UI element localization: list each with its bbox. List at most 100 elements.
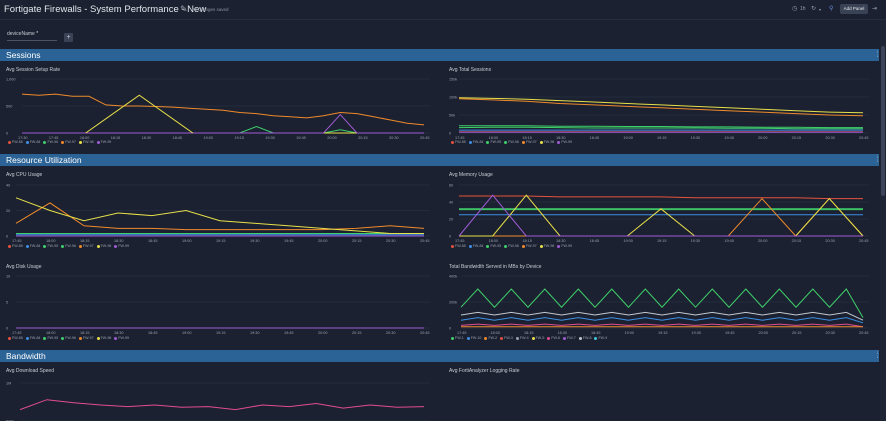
legend-item[interactable]: FW-4 [515,336,529,340]
legend-item[interactable]: FW-98 [539,140,554,144]
time-range-label[interactable]: 1h [800,6,806,12]
chart-legend: FW-85 FW-84 FW-95 FW-96 FW-97 FW-98 FW-99 [8,336,129,340]
legend-item[interactable]: FW-96 [504,140,519,144]
x-tick-label: 20:00 [758,239,768,243]
legend-item[interactable]: FW-5 [531,336,544,340]
y-tick-label: 500 [6,105,12,109]
legend-item[interactable]: FW-99 [557,244,572,248]
legend-item[interactable]: FW-98 [96,244,112,248]
x-tick-label: 19:45 [724,239,734,243]
legend-item[interactable]: FW-3 [500,336,513,340]
add-panel-button[interactable]: Add Panel [840,4,868,14]
legend-item[interactable]: FW-85 [451,244,466,248]
page-title: Fortigate Firewalls - System Performance… [4,4,207,15]
edit-icon[interactable]: ✎ [180,4,188,14]
legend-item[interactable]: FW-85 [8,244,23,248]
legend-item[interactable]: FW-95 [486,244,501,248]
legend-item[interactable]: FW-85 [451,140,466,144]
legend-label: FW-85 [12,336,23,340]
legend-label: FW-99 [561,244,573,248]
legend-item[interactable]: FW-98 [96,336,111,340]
legend-swatch [468,140,472,144]
legend-item[interactable]: FW-99 [114,336,129,340]
legend-item[interactable]: FW-97 [78,336,94,340]
legend-label: FW-95 [47,244,59,248]
legend-label: FW-95 [490,244,502,248]
cpu-usage-chart: 40 20 0 17:45 18:00 18:15 18:30 18:45 19:00 19:15… [6,184,430,243]
download-speed-chart: 1M 500k [6,382,430,421]
refresh-icon[interactable]: ↻ [811,6,817,12]
legend-swatch [43,140,47,144]
legend-swatch [521,244,525,248]
x-tick-label: 17:45 [455,136,465,140]
x-tick-label: 19:15 [234,136,244,140]
legend-item[interactable]: FW-85 [8,140,23,144]
legend-item[interactable]: FW-99 [114,244,129,248]
legend-item[interactable]: FW-84 [25,140,40,144]
filter-input[interactable] [7,40,57,41]
legend-item[interactable]: FW-84 [468,244,483,248]
legend-item[interactable]: FW-97 [521,140,537,144]
y-tick-label: 40 [6,184,10,188]
legend-label: FW-98 [100,244,112,248]
legend-label: FW-85 [455,140,466,144]
y-tick-label: 5 [6,301,8,305]
legend-item[interactable]: FW-6 [547,336,560,340]
legend-item[interactable]: FW-97 [61,140,76,144]
legend-item[interactable]: FW-95 [43,336,58,340]
legend-item[interactable]: FW-98 [78,140,94,144]
x-tick-label: 19:00 [182,239,192,243]
legend-item[interactable]: FW-96 [504,244,519,248]
legend-item[interactable]: FW-98 [539,244,555,248]
section-menu-icon[interactable]: ⁞ ⁞ [876,154,878,163]
legend-swatch [25,244,29,248]
x-tick-label: 19:00 [182,331,192,335]
legend-swatch [114,244,118,248]
filter-add-button[interactable]: + [64,33,73,42]
scrollbar-thumb[interactable] [881,46,885,196]
legend-item[interactable]: FW-10 [466,336,481,340]
exit-icon[interactable]: ⇥ [872,6,878,12]
legend-item[interactable]: FW-96 [61,244,76,248]
x-tick-label: 19:15 [216,331,226,335]
legend-item[interactable]: FW-99 [557,140,572,144]
legend-item[interactable]: FW-84 [468,140,483,144]
legend-item[interactable]: FW-84 [25,244,40,248]
clock-icon[interactable]: ◷ [792,6,798,12]
section-menu-icon[interactable]: ⁞ ⁞ [876,49,878,58]
section-title: Bandwidth [6,351,46,361]
x-tick-label: 18:00 [489,239,499,243]
series-line-fw-99 [458,194,863,237]
legend-item[interactable]: FW-9 [594,336,607,340]
legend-item[interactable]: FW-97 [521,244,537,248]
panel-title: Avg Download Speed [6,368,54,374]
x-tick-label: 20:15 [352,239,362,243]
legend-item[interactable]: FW-95 [486,140,501,144]
legend-item[interactable]: FW-1 [451,336,464,340]
legend-swatch [539,140,543,144]
legend-item[interactable]: FW-99 [96,140,111,144]
chevron-down-icon[interactable]: ▾ [819,7,822,12]
legend-item[interactable]: FW-85 [8,336,23,340]
legend-item[interactable]: FW-96 [43,140,58,144]
legend-label: FW-98 [543,244,555,248]
legend-swatch [8,140,11,144]
x-tick-label: 18:45 [590,239,600,243]
legend-item[interactable]: FW-97 [78,244,94,248]
legend-item[interactable]: FW-7 [563,336,576,340]
legend-item[interactable]: FW-2 [484,336,497,340]
series-line-fw-98 [15,197,424,234]
section-menu-icon[interactable]: ⁞ ⁞ [876,350,878,359]
legend-item[interactable]: FW-84 [25,336,40,340]
legend-item[interactable]: FW-96 [61,336,76,340]
filter-icon[interactable]: ⚲ [829,6,834,12]
legend-item[interactable]: FW-8 [578,336,591,340]
scrollbar[interactable] [880,20,886,421]
legend-label: FW-95 [47,336,59,340]
x-tick-label: 19:00 [625,331,635,335]
x-tick-label: 20:45 [859,239,869,243]
legend-swatch [504,140,508,144]
x-tick-label: 18:30 [556,136,566,140]
x-tick-label: 18:15 [80,331,90,335]
legend-item[interactable]: FW-95 [43,244,58,248]
